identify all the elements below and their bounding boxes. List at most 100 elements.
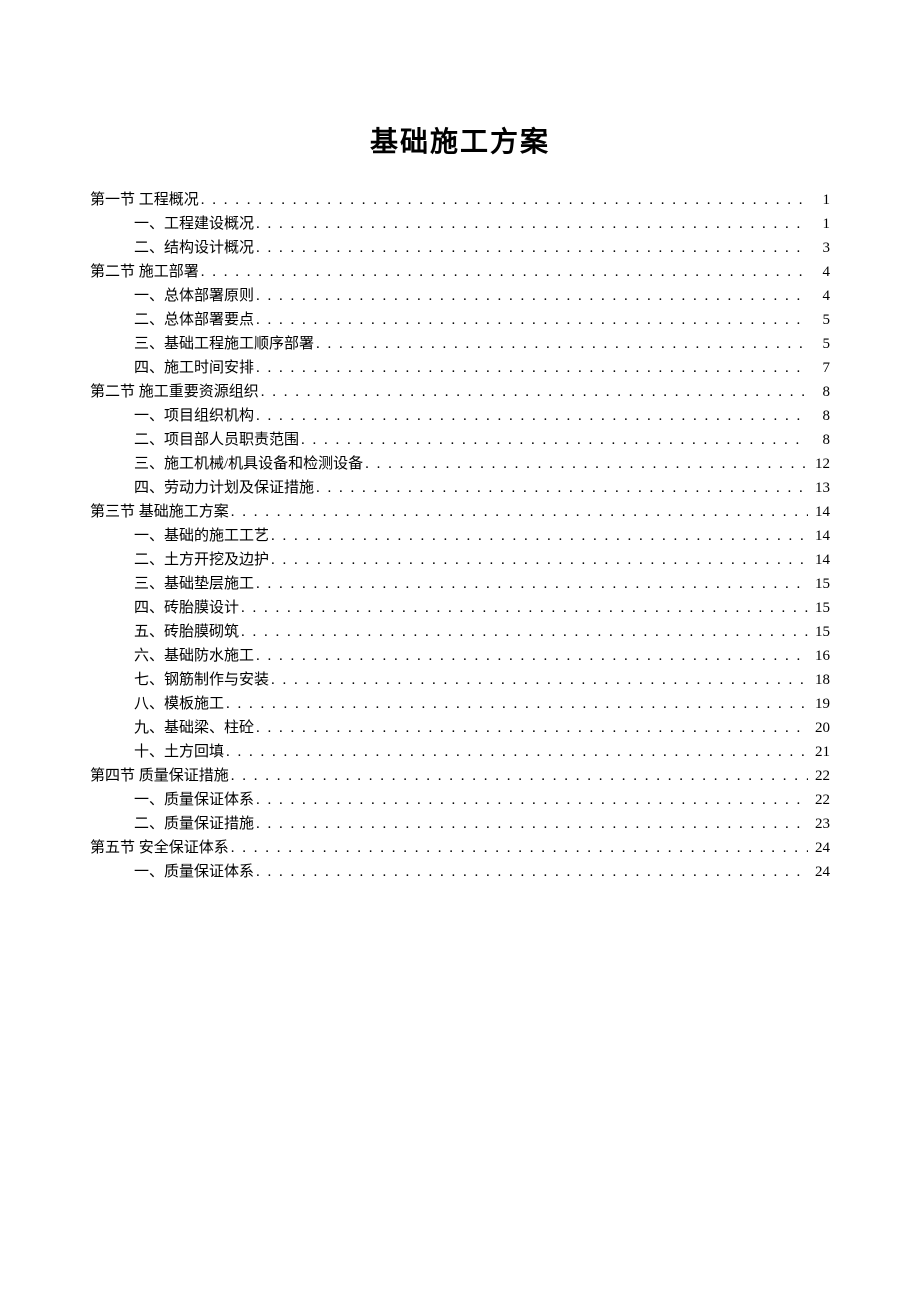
toc-entry: 四、施工时间安排. . . . . . . . . . . . . . . . …	[90, 356, 830, 380]
toc-entry-page: 7	[808, 356, 830, 380]
toc-entry-label: 一、工程建设概况	[134, 212, 254, 236]
toc-entry-label: 二、结构设计概况	[134, 236, 254, 260]
toc-entry-label: 一、质量保证体系	[134, 860, 254, 884]
toc-entry-page: 24	[808, 836, 830, 860]
toc-leader-dots: . . . . . . . . . . . . . . . . . . . . …	[254, 308, 808, 332]
toc-entry-label: 三、基础工程施工顺序部署	[134, 332, 314, 356]
toc-entry-page: 12	[808, 452, 830, 476]
toc-leader-dots: . . . . . . . . . . . . . . . . . . . . …	[254, 860, 808, 884]
toc-leader-dots: . . . . . . . . . . . . . . . . . . . . …	[239, 596, 808, 620]
toc-entry-page: 20	[808, 716, 830, 740]
toc-entry-label: 二、总体部署要点	[134, 308, 254, 332]
toc-entry-label: 四、劳动力计划及保证措施	[134, 476, 314, 500]
toc-entry-page: 24	[808, 860, 830, 884]
toc-entry: 第二节 施工重要资源组织. . . . . . . . . . . . . . …	[90, 380, 830, 404]
toc-entry: 七、钢筋制作与安装. . . . . . . . . . . . . . . .…	[90, 668, 830, 692]
toc-entry: 八、模板施工. . . . . . . . . . . . . . . . . …	[90, 692, 830, 716]
toc-leader-dots: . . . . . . . . . . . . . . . . . . . . …	[259, 380, 808, 404]
toc-entry-label: 第三节 基础施工方案	[90, 500, 229, 524]
toc-entry-label: 第二节 施工部署	[90, 260, 199, 284]
toc-entry-page: 14	[808, 500, 830, 524]
toc-entry-label: 二、项目部人员职责范围	[134, 428, 299, 452]
toc-leader-dots: . . . . . . . . . . . . . . . . . . . . …	[269, 668, 808, 692]
toc-entry-page: 8	[808, 428, 830, 452]
toc-leader-dots: . . . . . . . . . . . . . . . . . . . . …	[254, 236, 808, 260]
toc-entry: 一、工程建设概况. . . . . . . . . . . . . . . . …	[90, 212, 830, 236]
toc-entry-label: 四、砖胎膜设计	[134, 596, 239, 620]
toc-entry-page: 22	[808, 764, 830, 788]
toc-entry-label: 三、施工机械/机具设备和检测设备	[134, 452, 363, 476]
toc-leader-dots: . . . . . . . . . . . . . . . . . . . . …	[224, 692, 808, 716]
toc-leader-dots: . . . . . . . . . . . . . . . . . . . . …	[239, 620, 808, 644]
toc-entry: 一、项目组织机构. . . . . . . . . . . . . . . . …	[90, 404, 830, 428]
toc-entry-label: 七、钢筋制作与安装	[134, 668, 269, 692]
toc-entry-label: 一、项目组织机构	[134, 404, 254, 428]
toc-entry-page: 19	[808, 692, 830, 716]
toc-leader-dots: . . . . . . . . . . . . . . . . . . . . …	[269, 524, 808, 548]
toc-entry-page: 14	[808, 524, 830, 548]
toc-entry-page: 4	[808, 260, 830, 284]
toc-entry-label: 九、基础梁、柱砼	[134, 716, 254, 740]
toc-leader-dots: . . . . . . . . . . . . . . . . . . . . …	[229, 500, 808, 524]
toc-entry: 一、质量保证体系. . . . . . . . . . . . . . . . …	[90, 788, 830, 812]
toc-entry-label: 一、总体部署原则	[134, 284, 254, 308]
document-title: 基础施工方案	[90, 120, 830, 160]
toc-entry: 六、基础防水施工. . . . . . . . . . . . . . . . …	[90, 644, 830, 668]
toc-leader-dots: . . . . . . . . . . . . . . . . . . . . …	[254, 404, 808, 428]
toc-entry: 二、结构设计概况. . . . . . . . . . . . . . . . …	[90, 236, 830, 260]
toc-entry-label: 四、施工时间安排	[134, 356, 254, 380]
toc-entry: 一、总体部署原则. . . . . . . . . . . . . . . . …	[90, 284, 830, 308]
toc-entry-page: 3	[808, 236, 830, 260]
toc-entry-page: 5	[808, 308, 830, 332]
toc-leader-dots: . . . . . . . . . . . . . . . . . . . . …	[254, 212, 808, 236]
toc-entry-page: 15	[808, 596, 830, 620]
toc-entry: 第一节 工程概况. . . . . . . . . . . . . . . . …	[90, 188, 830, 212]
toc-leader-dots: . . . . . . . . . . . . . . . . . . . . …	[254, 644, 808, 668]
toc-entry-label: 三、基础垫层施工	[134, 572, 254, 596]
toc-leader-dots: . . . . . . . . . . . . . . . . . . . . …	[199, 260, 808, 284]
toc-entry: 三、施工机械/机具设备和检测设备. . . . . . . . . . . . …	[90, 452, 830, 476]
toc-leader-dots: . . . . . . . . . . . . . . . . . . . . …	[299, 428, 808, 452]
toc-entry: 三、基础垫层施工. . . . . . . . . . . . . . . . …	[90, 572, 830, 596]
toc-entry: 二、土方开挖及边护. . . . . . . . . . . . . . . .…	[90, 548, 830, 572]
toc-entry-label: 第五节 安全保证体系	[90, 836, 229, 860]
toc-entry-page: 13	[808, 476, 830, 500]
toc-entry-label: 一、质量保证体系	[134, 788, 254, 812]
toc-entry-page: 22	[808, 788, 830, 812]
toc-leader-dots: . . . . . . . . . . . . . . . . . . . . …	[254, 356, 808, 380]
toc-leader-dots: . . . . . . . . . . . . . . . . . . . . …	[314, 476, 808, 500]
toc-entry-page: 15	[808, 572, 830, 596]
toc-entry-label: 一、基础的施工工艺	[134, 524, 269, 548]
toc-entry: 第四节 质量保证措施. . . . . . . . . . . . . . . …	[90, 764, 830, 788]
toc-leader-dots: . . . . . . . . . . . . . . . . . . . . …	[254, 788, 808, 812]
toc-entry-label: 六、基础防水施工	[134, 644, 254, 668]
toc-entry-page: 4	[808, 284, 830, 308]
toc-entry-label: 第二节 施工重要资源组织	[90, 380, 259, 404]
toc-entry-page: 1	[808, 188, 830, 212]
toc-entry-label: 十、土方回填	[134, 740, 224, 764]
toc-entry-label: 二、质量保证措施	[134, 812, 254, 836]
toc-leader-dots: . . . . . . . . . . . . . . . . . . . . …	[269, 548, 808, 572]
toc-leader-dots: . . . . . . . . . . . . . . . . . . . . …	[199, 188, 808, 212]
toc-leader-dots: . . . . . . . . . . . . . . . . . . . . …	[229, 764, 808, 788]
toc-entry: 第五节 安全保证体系. . . . . . . . . . . . . . . …	[90, 836, 830, 860]
toc-entry-page: 15	[808, 620, 830, 644]
toc-entry-page: 8	[808, 404, 830, 428]
toc-entry: 五、砖胎膜砌筑. . . . . . . . . . . . . . . . .…	[90, 620, 830, 644]
toc-entry-label: 八、模板施工	[134, 692, 224, 716]
toc-leader-dots: . . . . . . . . . . . . . . . . . . . . …	[254, 284, 808, 308]
toc-entry-label: 第一节 工程概况	[90, 188, 199, 212]
toc-entry-label: 第四节 质量保证措施	[90, 764, 229, 788]
toc-entry-page: 16	[808, 644, 830, 668]
toc-entry: 三、基础工程施工顺序部署. . . . . . . . . . . . . . …	[90, 332, 830, 356]
toc-entry: 二、项目部人员职责范围. . . . . . . . . . . . . . .…	[90, 428, 830, 452]
toc-entry: 一、基础的施工工艺. . . . . . . . . . . . . . . .…	[90, 524, 830, 548]
toc-leader-dots: . . . . . . . . . . . . . . . . . . . . …	[254, 812, 808, 836]
toc-entry-label: 五、砖胎膜砌筑	[134, 620, 239, 644]
toc-leader-dots: . . . . . . . . . . . . . . . . . . . . …	[254, 716, 808, 740]
toc-entry: 二、总体部署要点. . . . . . . . . . . . . . . . …	[90, 308, 830, 332]
toc-entry-page: 23	[808, 812, 830, 836]
toc-entry-page: 8	[808, 380, 830, 404]
toc-entry-page: 5	[808, 332, 830, 356]
toc-entry: 第二节 施工部署. . . . . . . . . . . . . . . . …	[90, 260, 830, 284]
